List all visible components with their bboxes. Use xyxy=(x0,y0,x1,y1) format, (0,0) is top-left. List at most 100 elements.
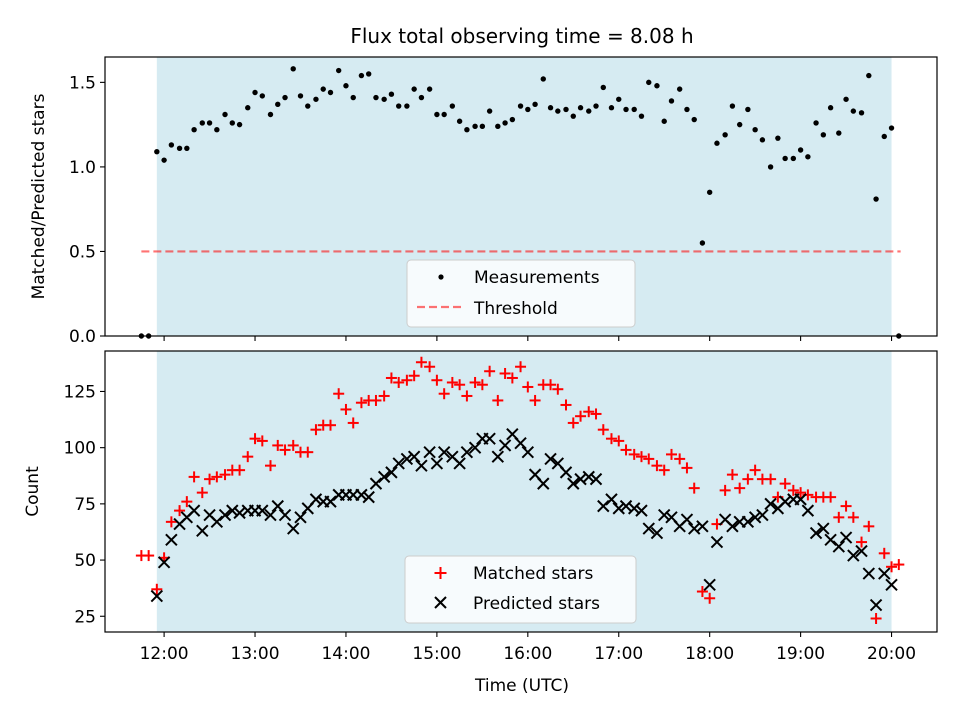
measurement-point xyxy=(858,110,865,116)
measurement-points xyxy=(138,66,902,339)
matched-star-point xyxy=(499,367,511,379)
measurement-point xyxy=(335,67,342,74)
predicted-star-point xyxy=(726,520,739,533)
matched-star-point xyxy=(651,460,663,472)
x-tick-label: 20:00 xyxy=(867,644,916,664)
x-tick-label: 15:00 xyxy=(412,644,461,664)
measurement-point xyxy=(358,72,365,79)
matched-star-point xyxy=(310,424,322,436)
top-subplot: 0.0 0.5 1.0 1.5 Matched/Predicted stars Mea… xyxy=(29,56,938,347)
matched-star-point xyxy=(151,583,163,595)
measurement-point xyxy=(805,154,811,160)
predicted-star-point xyxy=(627,502,641,515)
measurement-point xyxy=(426,86,433,92)
matched-star-point xyxy=(628,448,640,460)
legend-label-matched: Matched stars xyxy=(473,564,593,584)
matched-star-point xyxy=(355,397,367,409)
measurement-point xyxy=(525,106,531,113)
measurement-point xyxy=(593,103,599,109)
measurement-point xyxy=(184,145,190,152)
predicted-star-point xyxy=(605,493,618,506)
predicted-stars-points xyxy=(150,427,898,612)
y-tick-label: 125 xyxy=(64,382,96,402)
matched-star-point xyxy=(506,372,518,384)
matched-star-point xyxy=(552,383,564,395)
matched-star-point xyxy=(583,406,595,418)
predicted-star-point xyxy=(847,549,860,562)
predicted-star-point xyxy=(210,515,224,529)
measurement-point xyxy=(820,132,827,138)
measurement-point xyxy=(191,127,197,133)
matched-star-point xyxy=(856,536,868,548)
measurement-point xyxy=(275,101,281,108)
predicted-star-point xyxy=(407,450,421,463)
matched-star-point xyxy=(302,446,314,458)
matched-star-point xyxy=(870,613,882,625)
measurement-point xyxy=(775,135,781,141)
measurement-point xyxy=(570,113,576,119)
matched-star-point xyxy=(340,403,352,415)
matched-star-point xyxy=(165,516,177,528)
predicted-star-point xyxy=(287,522,300,535)
legend-marker-predicted xyxy=(434,596,447,609)
measurement-point xyxy=(850,108,857,114)
matched-star-point xyxy=(174,505,186,517)
measurement-point xyxy=(456,118,463,124)
matched-star-point xyxy=(522,381,534,393)
measurement-point xyxy=(676,86,683,92)
measurement-point xyxy=(691,116,697,123)
measurement-point xyxy=(161,157,167,163)
measurement-point xyxy=(797,147,804,153)
legend-label-threshold: Threshold xyxy=(473,299,558,319)
measurement-point xyxy=(176,145,183,152)
predicted-star-point xyxy=(869,598,883,612)
matched-star-point xyxy=(833,511,845,523)
measurement-point xyxy=(563,106,569,113)
measurement-point xyxy=(388,91,395,97)
measurement-point xyxy=(441,111,447,118)
matched-star-point xyxy=(188,471,200,483)
matched-star-point xyxy=(590,408,602,420)
measurement-point xyxy=(790,155,797,162)
measurement-point xyxy=(229,120,236,126)
matched-star-point xyxy=(734,482,746,494)
matched-star-point xyxy=(279,444,291,456)
measurement-point xyxy=(327,89,334,96)
matched-star-point xyxy=(476,379,488,391)
predicted-star-point xyxy=(703,578,716,591)
matched-star-point xyxy=(469,376,481,388)
measurement-point xyxy=(827,105,834,111)
matched-star-point xyxy=(696,586,708,598)
predicted-star-point xyxy=(794,493,807,506)
top-axes-frame xyxy=(104,56,938,337)
predicted-star-point xyxy=(165,533,178,547)
predicted-star-point xyxy=(855,544,868,558)
predicted-star-point xyxy=(377,470,391,484)
measurement-point xyxy=(866,72,872,79)
matched-star-point xyxy=(560,399,572,411)
bottom-axes-frame xyxy=(104,350,938,633)
measurement-point xyxy=(540,76,546,82)
measurement-point xyxy=(222,111,228,118)
measurement-point xyxy=(759,137,766,143)
matched-star-point xyxy=(446,376,458,388)
measurement-point xyxy=(638,113,645,119)
matched-star-point xyxy=(726,469,738,481)
measurement-point xyxy=(381,96,387,102)
measurement-point xyxy=(472,123,478,130)
top-y-ticks: 0.0 0.5 1.0 1.5 xyxy=(69,73,105,347)
matched-star-point xyxy=(635,451,647,463)
measurement-point xyxy=(722,132,728,138)
measurement-point xyxy=(888,125,895,131)
predicted-star-point xyxy=(514,436,527,450)
measurement-point xyxy=(631,106,637,113)
matched-star-point xyxy=(605,433,617,445)
predicted-star-point xyxy=(400,452,414,466)
matched-star-point xyxy=(575,410,587,422)
predicted-star-point xyxy=(264,508,277,522)
matched-star-point xyxy=(643,453,655,465)
matched-star-point xyxy=(674,453,686,465)
predicted-star-point xyxy=(491,450,505,463)
predicted-star-point xyxy=(415,459,428,472)
